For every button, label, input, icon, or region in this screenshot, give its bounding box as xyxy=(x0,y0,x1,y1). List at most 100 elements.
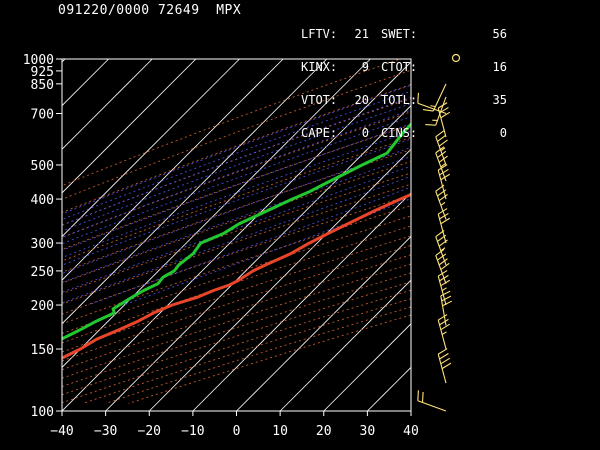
index-key: SWET: xyxy=(381,27,418,41)
dry-adiabat-line xyxy=(62,59,402,187)
isotherm-line xyxy=(236,235,411,411)
wind-barb-feather xyxy=(440,262,450,271)
wind-barb-feather xyxy=(438,239,448,247)
wind-barb-feather xyxy=(437,164,448,171)
wind-barb xyxy=(440,290,453,326)
moist-adiabat-line xyxy=(62,109,411,238)
isotherm-line xyxy=(323,323,411,411)
wind-barb-staff xyxy=(435,96,447,126)
dry-adiabat-line xyxy=(62,254,411,371)
wind-barb-feather xyxy=(437,348,448,355)
dry-adiabat-line xyxy=(62,160,411,284)
dry-adiabat-line xyxy=(62,215,411,334)
pressure-tick-label: 1000 xyxy=(23,53,54,68)
isotherm-line xyxy=(0,59,21,411)
wind-barb-feather xyxy=(440,357,450,365)
pressure-tick-label: 150 xyxy=(31,343,54,358)
header-station-id: 72649 xyxy=(157,3,200,18)
index-row: CINS: 0 xyxy=(381,126,507,140)
wind-barb-feather xyxy=(438,258,448,266)
index-value: 0 xyxy=(499,126,507,140)
index-row: CTOT: 16 xyxy=(381,60,507,74)
temperature-tick-label: 0 xyxy=(233,424,241,439)
dry-adiabat-line xyxy=(62,244,411,362)
wind-barb-feather xyxy=(439,212,449,220)
mixing-ratio-line xyxy=(568,52,600,138)
wind-barb xyxy=(422,83,447,112)
index-value: 21 xyxy=(354,27,369,41)
isotherm-line xyxy=(62,59,328,325)
wind-barb xyxy=(437,164,450,200)
wind-barb-half-feather xyxy=(440,247,446,252)
wind-barb xyxy=(437,270,450,306)
wind-barb xyxy=(417,390,447,412)
index-value: 56 xyxy=(492,27,507,41)
pressure-tick-label: 300 xyxy=(31,237,54,252)
index-value: 35 xyxy=(492,93,507,107)
dry-adiabat-line xyxy=(62,235,411,353)
dry-adiabat-line xyxy=(62,136,411,262)
dry-adiabat-line xyxy=(62,225,411,344)
pressure-tick-label: 400 xyxy=(31,193,54,208)
index-key: CTOT: xyxy=(381,60,418,74)
wind-barb-feather xyxy=(435,130,445,138)
index-row: KINX: 9 xyxy=(301,60,369,74)
dry-adiabat-line xyxy=(62,124,411,250)
dry-adiabat-line xyxy=(62,84,411,213)
wind-barb-half-feather xyxy=(440,201,446,206)
dry-adiabat-line xyxy=(62,263,411,379)
pressure-tick-label: 100 xyxy=(31,405,54,420)
index-value: 16 xyxy=(492,60,507,74)
wind-barb-feather xyxy=(440,111,450,119)
moist-adiabat-line xyxy=(62,155,411,283)
dry-adiabat-line xyxy=(62,194,411,315)
moist-adiabat-line xyxy=(62,103,411,232)
index-value: 9 xyxy=(361,60,369,74)
wind-barb-feather xyxy=(437,314,448,321)
index-key: KINX: xyxy=(301,60,338,74)
moist-adiabat-line xyxy=(62,138,411,266)
moist-adiabat-line xyxy=(62,116,411,245)
wind-barb xyxy=(437,348,452,384)
index-key: TOTL: xyxy=(381,93,418,107)
dewpoint-profile xyxy=(62,121,411,341)
index-key: CAPE: xyxy=(301,126,338,140)
index-value: 0 xyxy=(361,126,369,140)
moist-adiabat-line xyxy=(88,186,411,306)
pressure-tick-label: 925 xyxy=(31,65,54,80)
indices-right: SWET: 56 CTOT: 16 TOTL: 35 CINS: 0 xyxy=(381,7,507,150)
wind-barb-feather xyxy=(441,295,452,302)
index-row: VTOT: 20 xyxy=(301,93,369,107)
wind-barb-feather xyxy=(442,300,453,307)
index-row: TOTL: 35 xyxy=(381,93,507,107)
wind-barb-feather xyxy=(438,194,448,202)
temperature-tick-label: 40 xyxy=(403,424,419,439)
wind-barb-feather xyxy=(422,108,434,112)
pressure-tick-label: 200 xyxy=(31,299,54,314)
moist-adiabat-line xyxy=(62,84,411,215)
dry-adiabat-line xyxy=(62,183,411,305)
wind-barb xyxy=(435,184,448,220)
isotherm-line xyxy=(62,59,109,107)
dry-adiabat-line xyxy=(62,111,411,238)
moist-adiabat-line xyxy=(62,96,411,226)
wind-barb-feather xyxy=(437,189,447,197)
temperature-tick-label: −30 xyxy=(94,424,117,439)
index-row: CAPE: 0 xyxy=(301,126,369,140)
wind-barb-feather xyxy=(417,92,419,104)
wind-barb-feather xyxy=(438,139,448,147)
index-key: CINS: xyxy=(381,126,418,140)
mixing-ratio-line xyxy=(524,52,600,138)
wind-barb-feather xyxy=(417,390,419,401)
wind-barb-feather xyxy=(421,391,424,403)
pressure-tick-label: 250 xyxy=(31,265,54,280)
wind-barb-staff xyxy=(417,400,447,412)
header-datetime: 091220/0000 xyxy=(58,3,150,18)
index-key: VTOT: xyxy=(301,93,338,107)
profiles xyxy=(62,121,411,360)
wind-barb-feather xyxy=(437,134,447,142)
wind-barb xyxy=(437,314,450,350)
temperature-tick-label: −20 xyxy=(138,424,161,439)
wind-barbs xyxy=(417,53,461,412)
